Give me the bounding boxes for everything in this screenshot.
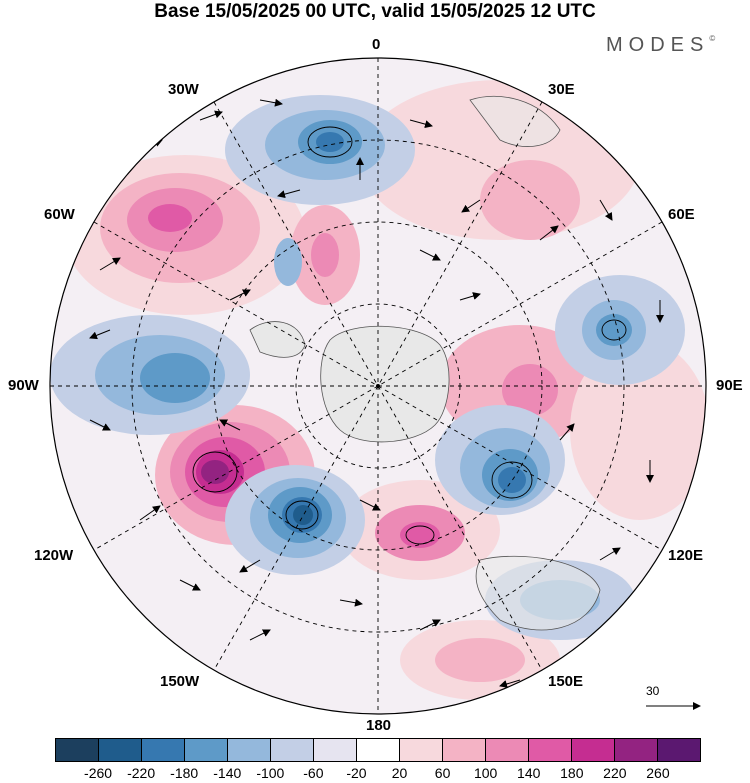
lon-label-90e: 90E [716,377,743,394]
africa-land [469,95,561,147]
colorbar-swatch [357,739,400,761]
colorbar-tick-label: 140 [517,765,541,781]
lon-label-30w: 30W [168,81,199,98]
colorbar-tick-label: -140 [213,765,242,781]
colorbar-swatch [658,739,700,761]
colorbar-tick-label: -180 [170,765,199,781]
australia-land [475,555,601,631]
colorbar-labels: -260 -220 -180 -140 -100 -60 -20 20 60 100 140 180 2… [55,765,701,783]
lon-label-60w: 60W [44,206,75,223]
lon-label-90w: 90W [8,377,39,394]
colorbar-swatch [443,739,486,761]
colorbar-swatch [185,739,228,761]
colorbar-tick-label: 20 [391,765,408,781]
colorbar-tick-label: -60 [303,765,324,781]
lon-label-180: 180 [366,717,392,734]
colorbar-swatch [142,739,185,761]
lon-label-120w: 120W [34,547,74,564]
colorbar-swatch [314,739,357,761]
colorbar-swatch [400,739,443,761]
modes-logo: MODES© [606,34,715,57]
colorbar-tick-label: 260 [646,765,670,781]
colorbar-swatch [615,739,658,761]
colorbar-tick-label: 220 [603,765,627,781]
chart-title: Base 15/05/2025 00 UTC, valid 15/05/2025… [154,1,596,22]
colorbar-tick-label: -220 [127,765,156,781]
colorbar-tick-label: 100 [473,765,498,781]
colorbar [55,738,701,762]
lon-label-0: 0 [372,36,381,53]
colorbar-swatch [486,739,529,761]
brand-name: MODES [606,34,710,56]
map-boundary [49,57,707,715]
reference-vector-label: 30 [646,684,660,698]
colorbar-swatch [529,739,572,761]
colorbar-swatch [99,739,142,761]
lon-label-150e: 150E [548,673,584,690]
lon-label-150w: 150W [160,673,200,690]
colorbar-swatch [572,739,615,761]
pole-marker [376,384,380,388]
wind-vectors [89,98,664,688]
antarctica-land [320,325,450,443]
colorbar-tick-label: -260 [84,765,113,781]
south-america-land [249,321,306,358]
lon-label-60e: 60E [668,206,695,223]
colorbar-swatch [56,739,99,761]
colorbar-swatch [228,739,271,761]
colorbar-tick-label: 60 [434,765,451,781]
anomaly-field [50,58,706,714]
lon-label-30e: 30E [548,81,575,98]
colorbar-swatch [271,739,314,761]
contour-lines [192,126,627,545]
brand-mark: © [709,34,716,43]
colorbar-tick-label: 180 [560,765,584,781]
lon-label-120e: 120E [668,547,704,564]
colorbar-tick-label: -20 [346,765,367,781]
graticule [50,58,706,714]
colorbar-tick-label: -100 [256,765,285,781]
